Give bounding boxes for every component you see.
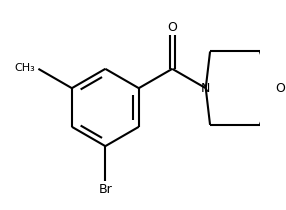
Text: Br: Br — [98, 183, 112, 196]
Text: N: N — [201, 82, 210, 95]
Text: O: O — [275, 82, 285, 95]
Text: CH₃: CH₃ — [15, 63, 35, 73]
Text: O: O — [167, 21, 177, 34]
